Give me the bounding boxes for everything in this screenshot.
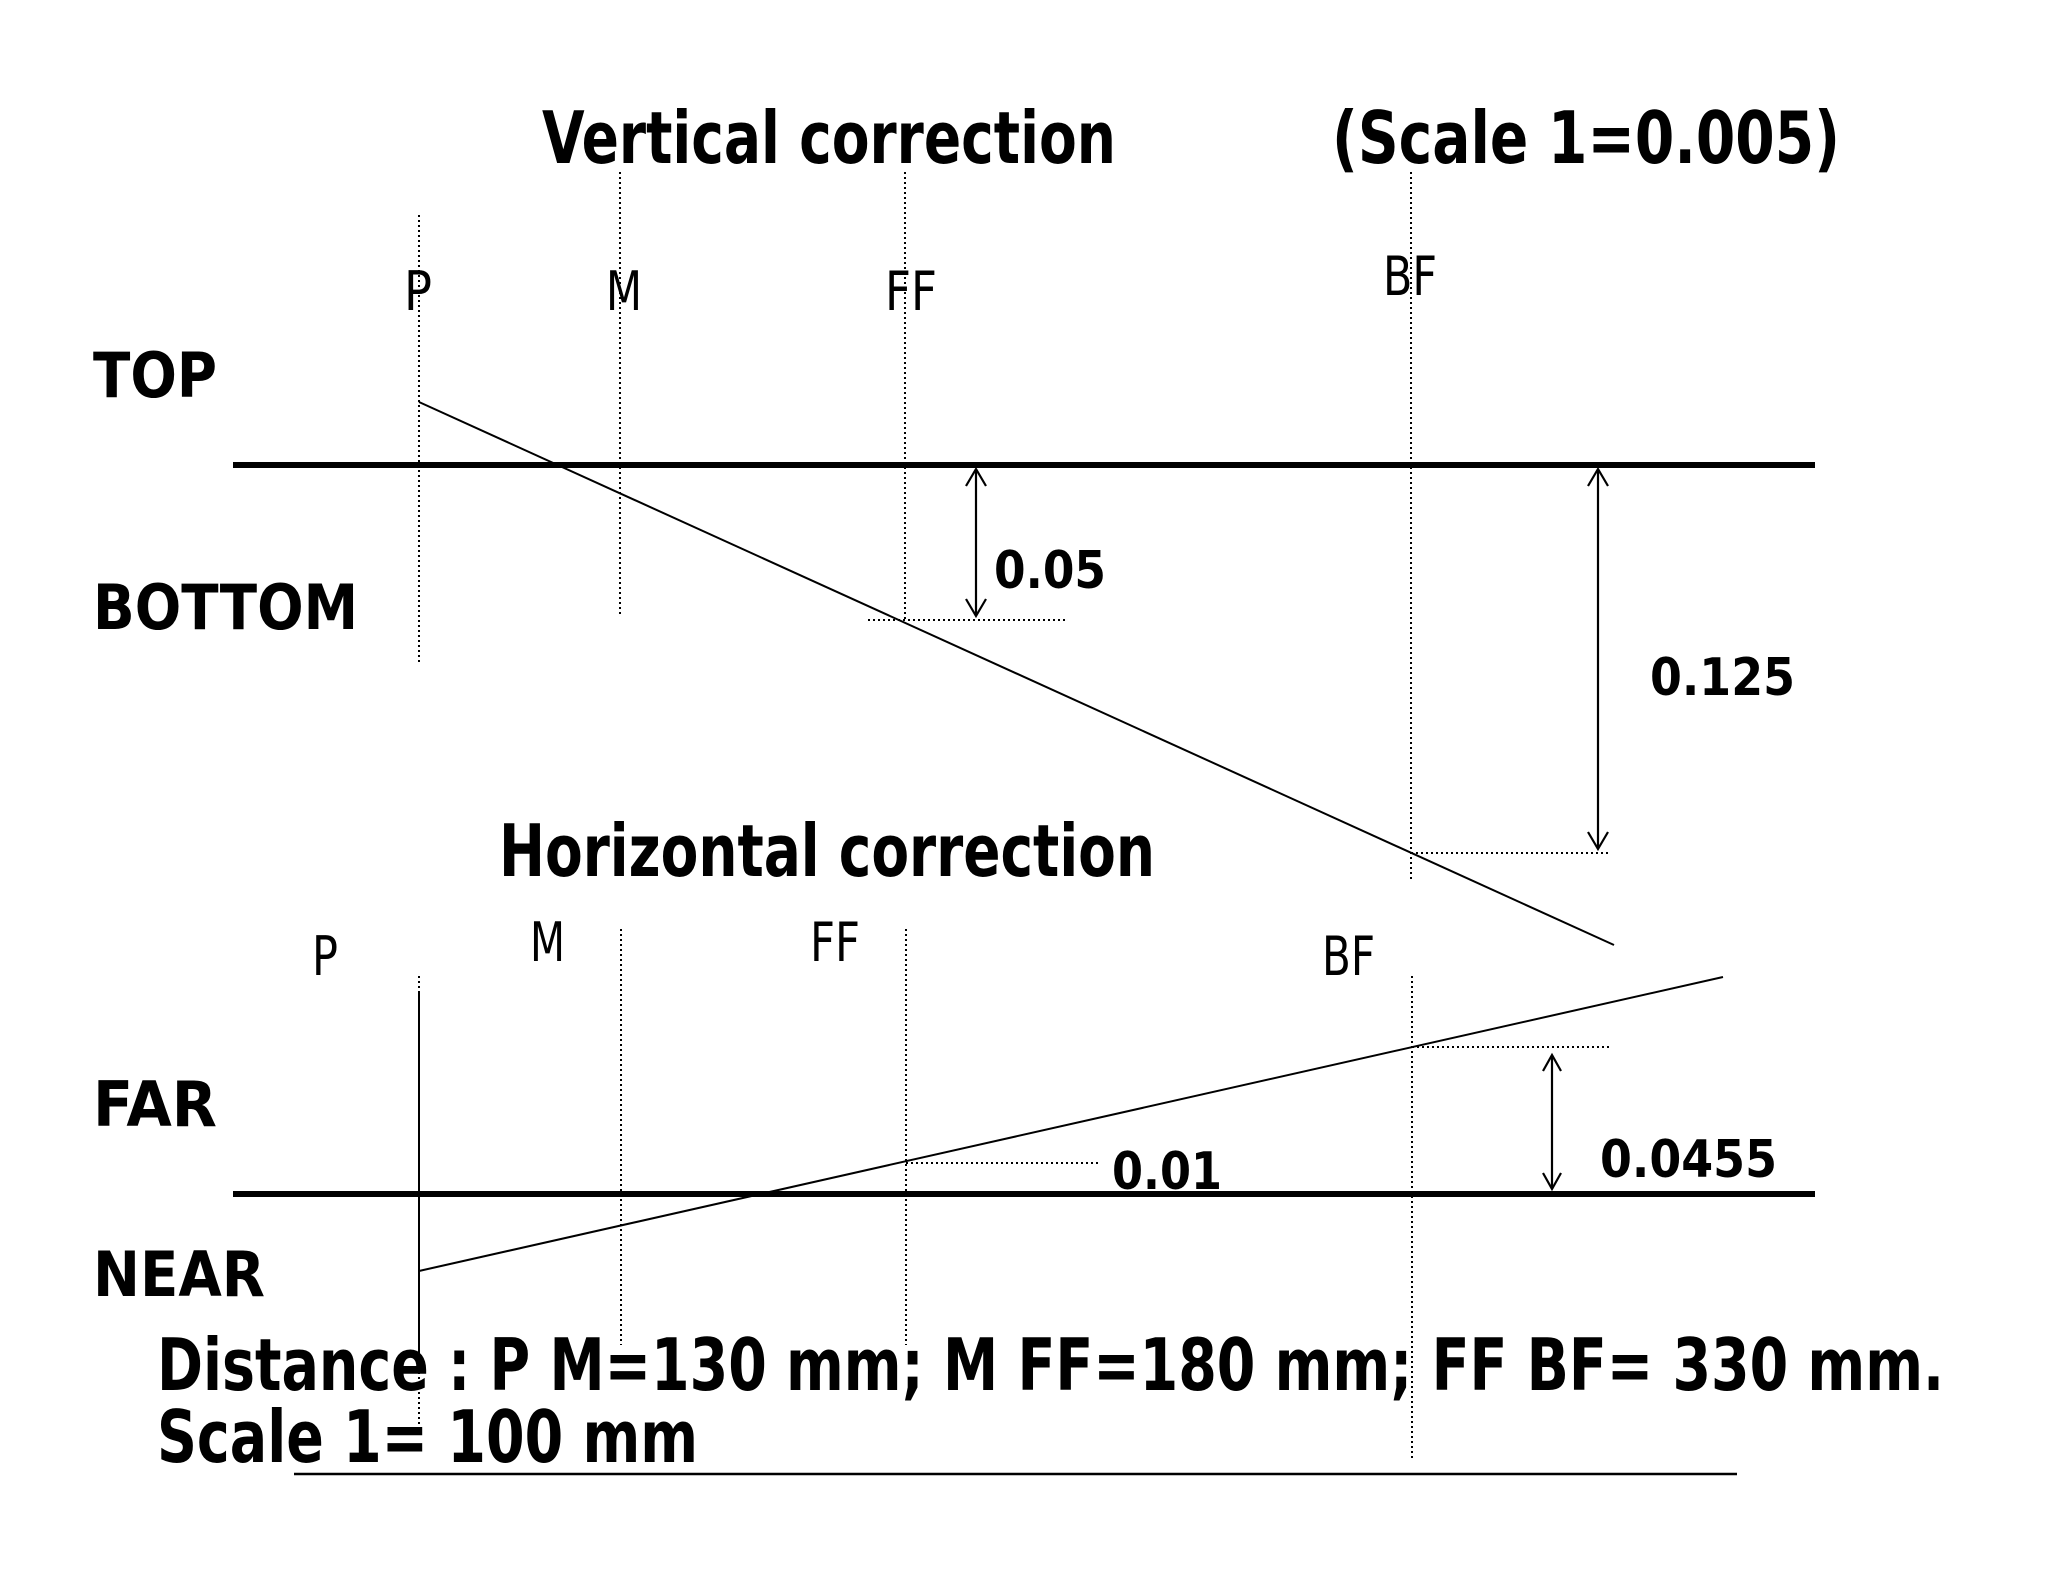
horizontal-correction-line [418,976,1724,1272]
bottom-label: BOTTOM [93,571,358,644]
dimension-value-0-0455: 0.0455 [1600,1130,1777,1190]
top-label: TOP [93,339,217,412]
station-label-m: M [606,260,642,323]
vertical-correction-title: Vertical correction [542,96,1116,180]
near-label: NEAR [93,1238,265,1311]
station-label-m-horizontal: M [530,911,565,974]
footer-notes: Distance : P M=130 mm; M FF=180 mm; FF B… [157,1323,1944,1479]
scale-definition-note: Scale 1= 100 mm [157,1395,698,1479]
horizontal-correction-title: Horizontal correction [499,809,1155,893]
station-label-p: P [404,260,432,323]
station-label-bf: BF [1383,245,1437,308]
dimension-arrow-0-05 [965,466,987,619]
scale-note: (Scale 1=0.005) [1332,96,1840,180]
dimension-value-0-05: 0.05 [994,541,1106,601]
vertical-correction-section: Vertical correction (Scale 1=0.005) P M … [93,96,1840,946]
far-label: FAR [93,1068,217,1141]
vertical-correction-line [418,401,1615,946]
station-label-bf-horizontal: BF [1322,925,1375,988]
dimension-value-0-125: 0.125 [1650,648,1795,708]
dimension-arrow-0-125 [1587,466,1609,852]
station-label-p-horizontal: P [312,925,338,988]
dimension-arrow-0-0455 [1542,1052,1562,1192]
dimension-value-0-01: 0.01 [1112,1142,1222,1202]
horizontal-correction-section: Horizontal correction P M FF BF FAR NEAR… [93,809,1815,1459]
distance-note: Distance : P M=130 mm; M FF=180 mm; FF B… [157,1323,1944,1407]
station-label-ff-horizontal: FF [810,911,860,974]
station-label-ff: FF [885,260,937,323]
